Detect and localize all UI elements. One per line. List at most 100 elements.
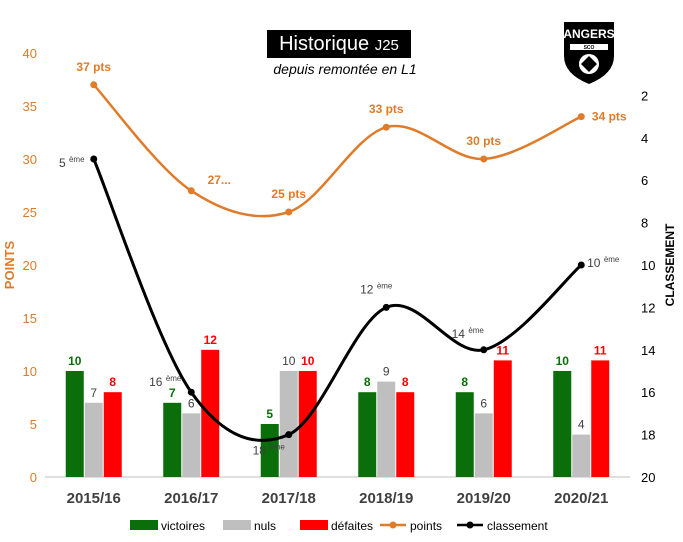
marker-classement: [187, 388, 195, 396]
bar-label-victoires: 10: [68, 354, 82, 368]
logo-text: ANGERS: [563, 27, 614, 41]
point-label: 34 pts: [592, 110, 627, 124]
bar-défaites: [298, 371, 317, 477]
legend-marker-classement: [466, 521, 474, 529]
y2-tick-label: 8: [641, 216, 648, 231]
y-tick-label: 40: [23, 46, 37, 61]
classement-label: 18 ème: [253, 443, 286, 458]
bar-victoires: [455, 392, 474, 477]
bar-victoires: [163, 402, 182, 477]
y2-tick-label: 4: [641, 131, 648, 146]
bar-label-nuls: 7: [90, 386, 97, 400]
bar-label-nuls: 6: [480, 396, 487, 410]
y2-axis-label: CLASSEMENT: [663, 223, 677, 306]
legend-swatch-défaites: [300, 520, 328, 530]
bar-victoires: [65, 371, 84, 477]
bar-label-défaites: 12: [204, 333, 218, 347]
y2-tick-label: 20: [641, 470, 655, 485]
legend-label-nuls: nuls: [254, 519, 276, 533]
y-tick-label: 5: [30, 417, 37, 432]
bar-défaites: [591, 360, 610, 477]
chart-title-main: Historique: [279, 33, 370, 55]
bar-nuls: [572, 434, 591, 477]
chart-title: Historique J25: [267, 30, 411, 58]
bar-label-défaites: 8: [402, 375, 409, 389]
marker-classement: [382, 303, 390, 311]
marker-points: [577, 113, 585, 121]
x-tick-label: 2015/16: [67, 490, 121, 507]
bar-label-victoires: 8: [461, 375, 468, 389]
point-label: 33 pts: [369, 102, 404, 116]
y2-tick-label: 14: [641, 343, 655, 358]
legend-swatch-nuls: [223, 520, 251, 530]
bar-label-nuls: 9: [383, 365, 390, 379]
bar-label-défaites: 8: [109, 375, 116, 389]
bar-label-victoires: 7: [169, 386, 176, 400]
chart-subtitle: depuis remontée en L1: [273, 61, 417, 77]
y-tick-label: 25: [23, 205, 37, 220]
x-tick-label: 2016/17: [164, 490, 218, 507]
y-tick-label: 30: [23, 152, 37, 167]
y-axis-label: POINTS: [2, 240, 17, 289]
point-label: 25 pts: [271, 187, 306, 201]
logo-subtext: SCO: [584, 45, 595, 51]
legend-marker-points: [389, 521, 397, 529]
marker-points: [285, 208, 293, 216]
bar-victoires: [553, 371, 572, 477]
marker-classement: [90, 155, 98, 163]
bar-nuls: [84, 402, 103, 477]
bar-label-défaites: 11: [594, 343, 607, 357]
legend-label-défaites: défaites: [331, 519, 373, 533]
bar-victoires: [358, 392, 377, 477]
bar-défaites: [396, 392, 415, 477]
bar-nuls: [279, 371, 298, 477]
marker-points: [90, 81, 98, 89]
bar-label-nuls: 6: [188, 396, 195, 410]
line-points: [92, 83, 582, 218]
bar-label-défaites: 10: [301, 354, 315, 368]
bar-défaites: [493, 360, 512, 477]
marker-classement: [480, 346, 488, 354]
classement-label: 14 ème: [452, 326, 485, 341]
bar-défaites: [103, 392, 122, 477]
marker-points: [480, 155, 488, 163]
y2-tick-label: 10: [641, 258, 655, 273]
classement-label: 16 ème: [149, 374, 182, 389]
y-tick-label: 35: [23, 99, 37, 114]
point-label: 30 pts: [466, 134, 501, 148]
y2-tick-label: 18: [641, 428, 655, 443]
bar-label-victoires: 10: [556, 354, 570, 368]
angers-sco-logo: ANGERS SCO: [563, 22, 615, 84]
bar-label-victoires: 8: [364, 375, 371, 389]
x-tick-label: 2018/19: [359, 490, 413, 507]
x-tick-label: 2017/18: [262, 490, 316, 507]
y-tick-label: 10: [23, 364, 37, 379]
marker-points: [382, 123, 390, 131]
chart-title-suffix: J25: [374, 37, 399, 54]
bar-nuls: [182, 413, 201, 477]
y-tick-label: 20: [23, 258, 37, 273]
bar-nuls: [377, 381, 396, 477]
bar-nuls: [474, 413, 493, 477]
x-tick-label: 2019/20: [457, 490, 511, 507]
x-tick-label: 2020/21: [554, 490, 608, 507]
bar-label-nuls: 10: [282, 354, 296, 368]
y2-tick-label: 12: [641, 300, 655, 315]
marker-points: [187, 187, 195, 195]
point-label: 37 pts: [76, 60, 111, 74]
y2-tick-label: 16: [641, 385, 655, 400]
y-tick-label: 0: [30, 470, 37, 485]
legend-label-points: points: [410, 519, 442, 533]
classement-label: 5 ème: [59, 155, 85, 170]
y-tick-label: 15: [23, 311, 37, 326]
y2-tick-label: 6: [641, 173, 648, 188]
bar-label-défaites: 11: [496, 343, 509, 357]
legend-label-classement: classement: [487, 519, 548, 533]
marker-classement: [577, 261, 585, 269]
bar-label-nuls: 4: [578, 418, 585, 432]
legend-swatch-victoires: [130, 520, 158, 530]
bar-label-victoires: 5: [266, 407, 273, 421]
y2-tick-label: 2: [641, 88, 648, 103]
